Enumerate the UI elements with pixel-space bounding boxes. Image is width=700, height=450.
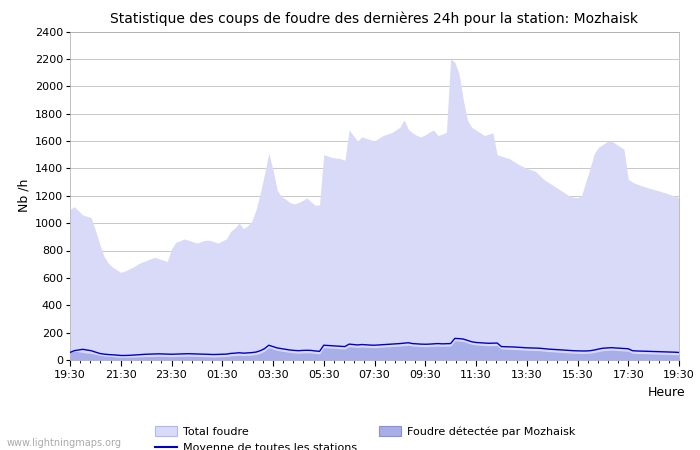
Text: Heure: Heure <box>648 386 685 399</box>
Title: Statistique des coups de foudre des dernières 24h pour la station: Mozhaisk: Statistique des coups de foudre des dern… <box>111 12 638 26</box>
Legend: Total foudre, Moyenne de toutes les stations, Foudre détectée par Mozhaisk: Total foudre, Moyenne de toutes les stat… <box>155 426 575 450</box>
Text: www.lightningmaps.org: www.lightningmaps.org <box>7 438 122 448</box>
Y-axis label: Nb /h: Nb /h <box>18 179 31 212</box>
